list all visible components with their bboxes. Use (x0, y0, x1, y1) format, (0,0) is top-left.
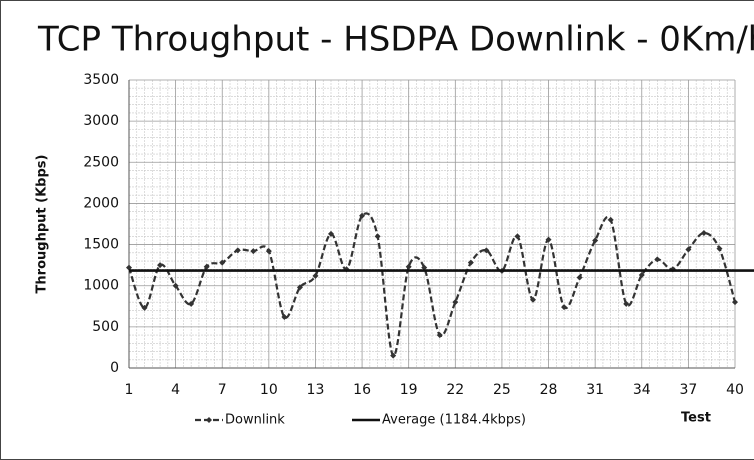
legend-marker (206, 417, 212, 423)
y-tick-label: 3500 (83, 72, 119, 88)
point (296, 284, 303, 291)
point (359, 212, 366, 219)
point (141, 304, 148, 311)
point (405, 263, 412, 270)
y-tick-label: 2000 (83, 195, 119, 211)
y-tick-label: 3000 (83, 113, 119, 129)
point (265, 248, 272, 255)
x-tick-label: 4 (171, 382, 180, 398)
point (623, 300, 630, 307)
y-tick-label: 2500 (83, 154, 119, 170)
y-tick-label: 1000 (83, 278, 119, 294)
x-tick-label: 25 (493, 382, 511, 398)
point (157, 262, 164, 269)
line-series (127, 212, 737, 357)
y-tick-label: 500 (92, 319, 119, 335)
point (219, 259, 226, 266)
point (607, 216, 614, 223)
y-axis-label: Throughput (Kbps) (35, 155, 50, 294)
x-tick-label: 34 (633, 382, 651, 398)
point (685, 246, 692, 253)
point (172, 282, 179, 289)
x-tick-label: 37 (679, 382, 697, 398)
y-tick-label: 1500 (83, 237, 119, 253)
x-tick-label: 40 (726, 382, 744, 398)
point (545, 236, 552, 243)
point (390, 352, 397, 359)
point (700, 230, 707, 237)
point (483, 247, 490, 254)
point (126, 264, 132, 271)
legend-label: Downlink (225, 413, 285, 428)
point (452, 299, 459, 306)
point (421, 264, 428, 271)
x-tick-label: 1 (125, 382, 134, 398)
point (281, 313, 288, 320)
x-axis-label: Test (681, 411, 711, 426)
point (436, 332, 443, 339)
point (514, 233, 521, 240)
x-tick-label: 7 (218, 382, 227, 398)
x-tick-label: 19 (400, 382, 418, 398)
x-tick-label: 31 (586, 382, 604, 398)
legend-label: Average (1184.4kbps) (382, 413, 526, 428)
point (654, 256, 661, 263)
x-tick-label: 28 (540, 382, 558, 398)
x-tick-label: 22 (446, 382, 464, 398)
point (234, 247, 241, 254)
point (250, 248, 257, 255)
point (576, 274, 583, 281)
point (638, 272, 645, 279)
point (374, 233, 381, 240)
point (203, 263, 210, 270)
x-tick-label: 16 (353, 382, 371, 398)
y-tick-label: 0 (110, 360, 119, 376)
point (188, 300, 195, 307)
point (328, 230, 334, 237)
chart-title: TCP Throughput - HSDPA Downlink - 0Km/h (37, 20, 754, 60)
point (716, 245, 723, 252)
x-tick-label: 10 (260, 382, 278, 398)
x-tick-label: 13 (307, 382, 325, 398)
point (467, 259, 474, 266)
point (592, 237, 599, 244)
point (561, 304, 568, 311)
point (312, 272, 319, 279)
point (732, 299, 738, 306)
point (530, 296, 536, 303)
